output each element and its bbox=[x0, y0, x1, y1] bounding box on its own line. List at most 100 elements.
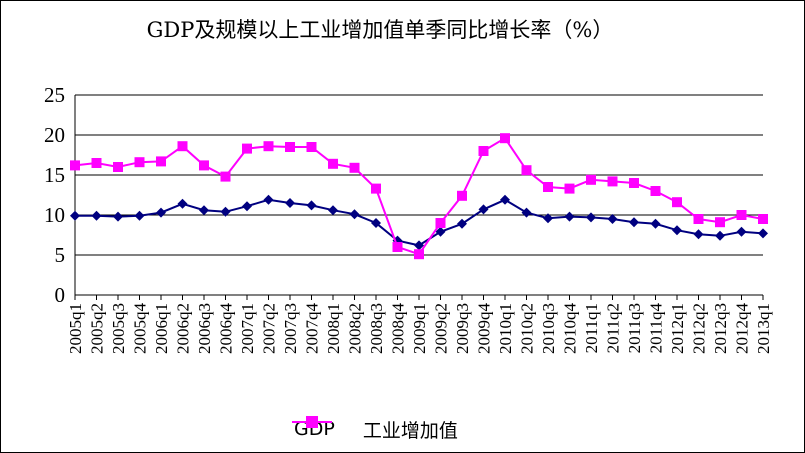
x-tick-label: 2006q2 bbox=[174, 303, 193, 354]
industry-point bbox=[328, 158, 338, 169]
gdp-point bbox=[435, 226, 446, 237]
industry-point bbox=[199, 160, 209, 171]
legend-label-gdp: GDP bbox=[294, 418, 335, 440]
industry-point bbox=[156, 156, 166, 167]
industry-point bbox=[70, 160, 80, 171]
series-line-1 bbox=[74, 136, 764, 256]
y-tick-label: 10 bbox=[44, 203, 65, 227]
gdp-point bbox=[328, 205, 338, 216]
x-tick-label: 2005q1 bbox=[66, 303, 85, 354]
x-tick-label: 2011q4 bbox=[647, 303, 666, 354]
gdp-point bbox=[478, 204, 489, 215]
x-tick-label: 2008q2 bbox=[346, 303, 365, 354]
chart-title: GDP及规模以上工业增加值单季同比增长率（%） bbox=[146, 18, 614, 42]
legend-label-industry: 工业增加值 bbox=[362, 419, 458, 442]
industry-point bbox=[693, 214, 704, 224]
gdp-point bbox=[586, 212, 596, 223]
y-tick-label: 20 bbox=[44, 123, 65, 147]
gdp-point bbox=[371, 218, 381, 228]
industry-point bbox=[392, 242, 403, 252]
gdp-point bbox=[242, 201, 252, 212]
industry-point bbox=[715, 217, 725, 228]
gdp-point bbox=[177, 198, 188, 209]
x-tick-label: 2010q1 bbox=[496, 303, 515, 354]
industry-point bbox=[263, 141, 274, 152]
industry-point bbox=[285, 142, 295, 152]
legend-item-industry: 工业增加值 bbox=[292, 416, 458, 443]
x-tick-label: 2011q3 bbox=[625, 303, 644, 353]
industry-point bbox=[91, 158, 102, 168]
x-tick-label: 2008q1 bbox=[324, 303, 343, 354]
gdp-point bbox=[199, 205, 209, 216]
gdp-point bbox=[134, 210, 145, 221]
x-tick-label: 2006q3 bbox=[195, 303, 214, 354]
industry-point bbox=[758, 214, 768, 224]
industry-point bbox=[521, 165, 532, 176]
gdp-point bbox=[113, 211, 123, 222]
x-tick-label: 2007q3 bbox=[281, 303, 300, 354]
industry-point bbox=[607, 176, 618, 187]
gdp-point bbox=[607, 214, 618, 224]
industry-point bbox=[177, 141, 188, 152]
gdp-point bbox=[349, 209, 360, 220]
gdp-point bbox=[629, 217, 639, 228]
gdp-point bbox=[736, 226, 747, 237]
gdp-point bbox=[672, 225, 682, 236]
y-tick-label: 0 bbox=[55, 283, 66, 307]
industry-point bbox=[564, 183, 575, 194]
gdp-point bbox=[715, 230, 725, 241]
industry-point bbox=[629, 178, 639, 188]
gdp-point bbox=[693, 229, 704, 240]
x-tick-label: 2010q2 bbox=[518, 303, 537, 354]
y-tick-label: 5 bbox=[55, 243, 66, 267]
gdp-point bbox=[500, 194, 510, 205]
gdp-point bbox=[220, 206, 231, 217]
x-tick-label: 2011q1 bbox=[582, 303, 601, 353]
x-tick-label: 2008q3 bbox=[367, 303, 386, 354]
industry-point bbox=[113, 162, 123, 172]
series-line-0 bbox=[75, 198, 764, 247]
x-tick-label: 2012q4 bbox=[733, 303, 752, 355]
industry-point bbox=[414, 249, 424, 260]
x-tick-label: 2006q4 bbox=[217, 303, 236, 355]
industry-point bbox=[586, 174, 596, 185]
x-tick-label: 2006q1 bbox=[152, 303, 171, 354]
industry-point bbox=[650, 186, 661, 196]
x-tick-label: 2008q4 bbox=[389, 303, 408, 355]
industry-point bbox=[349, 162, 360, 173]
gdp-point bbox=[414, 240, 424, 251]
gdp-point bbox=[758, 228, 768, 239]
industry-point bbox=[371, 183, 381, 194]
gdp-point bbox=[457, 218, 467, 229]
x-tick-label: 2005q3 bbox=[109, 303, 128, 354]
gdp-point bbox=[564, 211, 575, 222]
x-tick-label: 2007q1 bbox=[238, 303, 257, 354]
industry-point bbox=[134, 157, 145, 168]
x-tick-label: 2010q4 bbox=[561, 303, 580, 355]
legend: GDP 工业增加值 bbox=[290, 414, 482, 444]
x-tick-label: 2007q2 bbox=[260, 303, 279, 354]
industry-point bbox=[242, 143, 252, 154]
gdp-point bbox=[521, 207, 532, 218]
gdp-point bbox=[263, 194, 274, 205]
x-tick-label: 2012q2 bbox=[690, 303, 709, 354]
x-tick-label: 2009q1 bbox=[410, 303, 429, 354]
x-tick-label: 2011q2 bbox=[604, 303, 623, 353]
industry-point bbox=[736, 210, 747, 220]
gdp-point bbox=[306, 200, 317, 211]
x-tick-label: 2009q3 bbox=[453, 303, 472, 354]
y-tick-label: 25 bbox=[44, 83, 65, 107]
industry-point bbox=[220, 171, 231, 182]
y-tick-label: 15 bbox=[44, 163, 65, 187]
legend-marker-industry bbox=[292, 416, 332, 428]
gdp-point bbox=[156, 207, 166, 218]
gdp-point bbox=[285, 198, 295, 208]
industry-point bbox=[543, 182, 553, 192]
x-tick-label: 2010q3 bbox=[539, 303, 558, 354]
industry-point bbox=[435, 218, 446, 228]
gdp-point bbox=[70, 210, 80, 221]
industry-point bbox=[478, 146, 489, 156]
x-tick-label: 2012q3 bbox=[711, 303, 730, 354]
